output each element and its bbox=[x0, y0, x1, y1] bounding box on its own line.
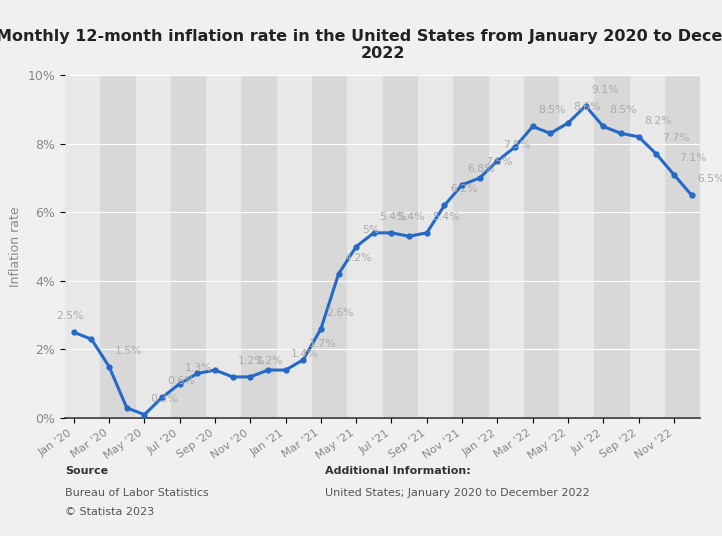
Bar bbox=[48, 75, 100, 418]
Text: 5.4%: 5.4% bbox=[397, 212, 425, 222]
Text: 0.3%: 0.3% bbox=[150, 393, 178, 404]
Text: 4.2%: 4.2% bbox=[344, 253, 372, 263]
Text: 8.5%: 8.5% bbox=[538, 106, 566, 115]
Text: Source: Source bbox=[65, 466, 108, 477]
Title: Monthly 12-month inflation rate in the United States from January 2020 to Decemb: Monthly 12-month inflation rate in the U… bbox=[0, 29, 722, 62]
Bar bbox=[347, 75, 383, 418]
Text: 5.4%: 5.4% bbox=[432, 212, 460, 222]
Bar bbox=[630, 75, 665, 418]
Bar bbox=[241, 75, 277, 418]
Text: 1.7%: 1.7% bbox=[309, 339, 336, 348]
Bar bbox=[241, 75, 277, 418]
Text: 2.6%: 2.6% bbox=[326, 308, 354, 318]
Text: Bureau of Labor Statistics: Bureau of Labor Statistics bbox=[65, 488, 209, 498]
Text: United States; January 2020 to December 2022: United States; January 2020 to December … bbox=[325, 488, 590, 498]
Text: 6.2%: 6.2% bbox=[450, 184, 477, 194]
Text: 8.2%: 8.2% bbox=[644, 116, 671, 125]
Text: 7.1%: 7.1% bbox=[679, 153, 707, 163]
Bar bbox=[489, 75, 524, 418]
Text: 5.4%: 5.4% bbox=[379, 212, 407, 222]
Text: 1.2%: 1.2% bbox=[238, 356, 266, 366]
Text: 1.4%: 1.4% bbox=[291, 349, 318, 359]
Bar bbox=[171, 75, 206, 418]
Text: Additional Information:: Additional Information: bbox=[325, 466, 471, 477]
Text: 5%: 5% bbox=[362, 226, 379, 235]
Bar bbox=[418, 75, 453, 418]
Text: 2.5%: 2.5% bbox=[56, 311, 83, 321]
Text: © Statista 2023: © Statista 2023 bbox=[65, 507, 154, 517]
Bar bbox=[206, 75, 241, 418]
Bar bbox=[524, 75, 559, 418]
Bar bbox=[383, 75, 418, 418]
Text: 0.6%: 0.6% bbox=[168, 376, 195, 386]
Bar bbox=[594, 75, 630, 418]
Bar bbox=[594, 75, 630, 418]
Bar bbox=[524, 75, 559, 418]
Text: 9.1%: 9.1% bbox=[591, 85, 619, 95]
Text: 1.2%: 1.2% bbox=[256, 356, 283, 366]
Text: 7.5%: 7.5% bbox=[503, 140, 531, 150]
Bar bbox=[665, 75, 692, 418]
Text: 1.5%: 1.5% bbox=[115, 346, 142, 355]
Text: 6.5%: 6.5% bbox=[697, 174, 722, 184]
Text: 8.5%: 8.5% bbox=[609, 106, 636, 115]
Bar bbox=[559, 75, 594, 418]
Text: 1.3%: 1.3% bbox=[186, 363, 213, 373]
Bar bbox=[171, 75, 206, 418]
Bar bbox=[383, 75, 418, 418]
Bar bbox=[100, 75, 136, 418]
Bar bbox=[665, 75, 700, 418]
Bar bbox=[100, 75, 136, 418]
Text: 7.7%: 7.7% bbox=[662, 133, 690, 143]
Text: 7.5%: 7.5% bbox=[485, 157, 513, 167]
Y-axis label: Inflation rate: Inflation rate bbox=[9, 206, 22, 287]
Text: 8.6%: 8.6% bbox=[573, 102, 601, 112]
Bar bbox=[277, 75, 312, 418]
Bar bbox=[453, 75, 489, 418]
Bar bbox=[453, 75, 489, 418]
Text: 6.8%: 6.8% bbox=[468, 163, 495, 174]
Bar bbox=[312, 75, 347, 418]
Bar bbox=[136, 75, 171, 418]
Bar bbox=[312, 75, 347, 418]
